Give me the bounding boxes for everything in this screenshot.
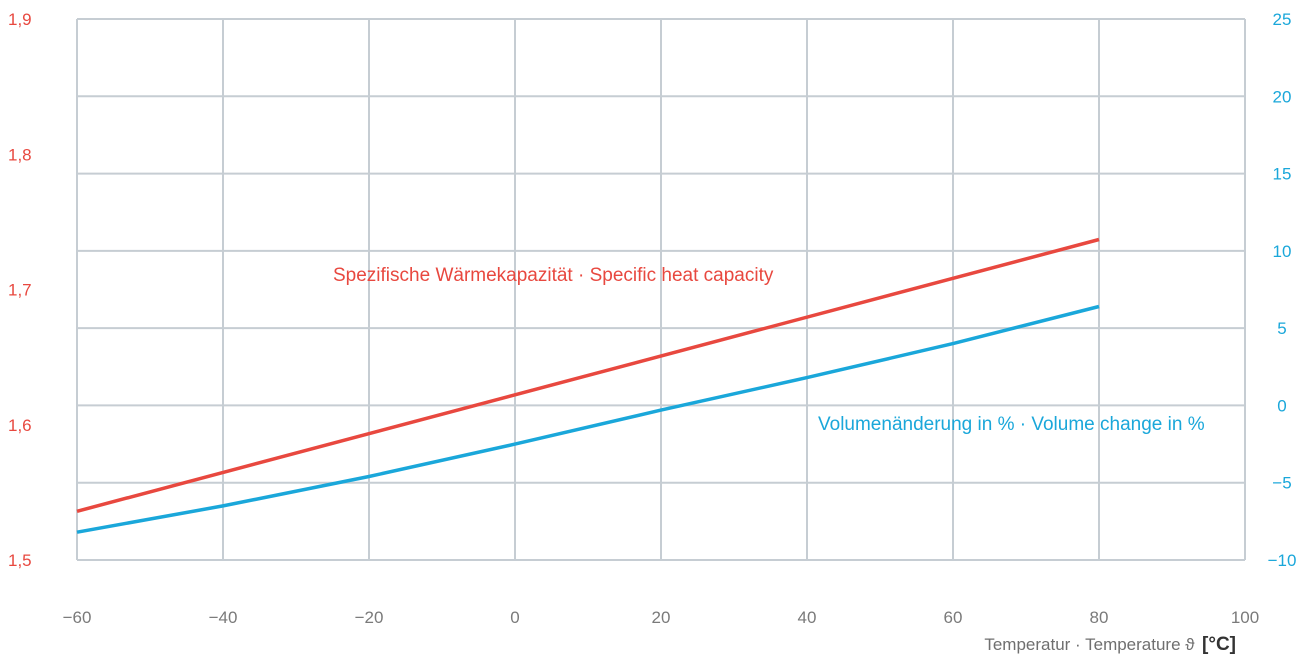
y-left-tick-label: 1,7 bbox=[8, 281, 32, 300]
y-right-tick-label: 15 bbox=[1273, 165, 1292, 184]
series-line-volume-change bbox=[76, 304, 1100, 534]
y-right-tick-label: −5 bbox=[1272, 474, 1291, 493]
y-right-tick-label: 0 bbox=[1277, 396, 1286, 415]
x-axis-label-text: Temperatur · Temperature ϑ bbox=[984, 635, 1195, 654]
x-axis-label: Temperatur · Temperature ϑ [°C] bbox=[984, 634, 1236, 654]
x-tick-label: −60 bbox=[63, 608, 92, 627]
y-right-tick-label: 25 bbox=[1273, 10, 1292, 29]
y-right-tick-label: −10 bbox=[1268, 551, 1297, 570]
y-left-tick-label: 1,5 bbox=[8, 551, 32, 570]
x-axis-label-unit: [°C] bbox=[1202, 634, 1236, 654]
series-label-heat-capacity: Spezifische Wärmekapazität · Specific he… bbox=[333, 265, 774, 286]
y-left-tick-label: 1,6 bbox=[8, 416, 32, 435]
y-left-tick-label: 1,9 bbox=[8, 10, 32, 29]
x-tick-label: −20 bbox=[355, 608, 384, 627]
x-tick-label: 0 bbox=[510, 608, 519, 627]
grid bbox=[76, 18, 1246, 561]
x-tick-label: −40 bbox=[209, 608, 238, 627]
series-lines bbox=[76, 237, 1100, 534]
series-label-volume-change: Volumenänderung in % · Volume change in … bbox=[818, 414, 1205, 435]
x-tick-label: 20 bbox=[652, 608, 671, 627]
y-left-tick-label: 1,8 bbox=[8, 145, 32, 164]
y-right-tick-label: 10 bbox=[1273, 242, 1292, 261]
x-tick-label: 40 bbox=[798, 608, 817, 627]
y-right-tick-label: 20 bbox=[1273, 87, 1292, 106]
x-tick-label: 80 bbox=[1090, 608, 1109, 627]
y-right-tick-label: 5 bbox=[1277, 319, 1286, 338]
series-line-heat-capacity bbox=[76, 237, 1100, 513]
x-tick-label: 100 bbox=[1231, 608, 1259, 627]
tick-labels: 1,5 1,6 1,7 1,8 1,9 −10 −5 0 5 10 15 20 25 −60 −40 −20 0… bbox=[8, 10, 1296, 627]
x-tick-label: 60 bbox=[944, 608, 963, 627]
